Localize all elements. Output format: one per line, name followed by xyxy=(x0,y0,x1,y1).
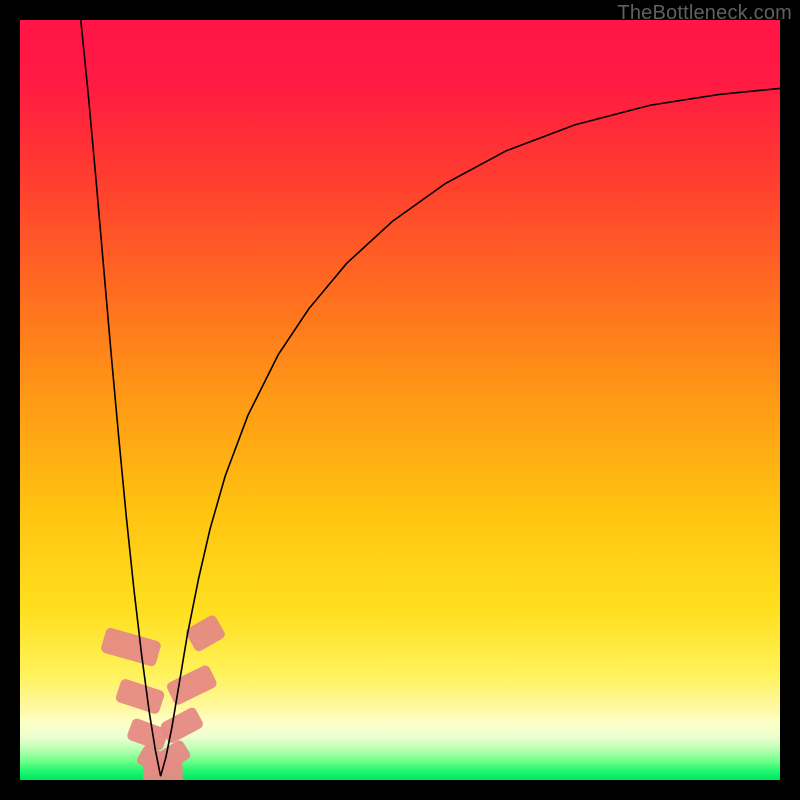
gradient-background xyxy=(20,20,780,780)
figure-root: TheBottleneck.com xyxy=(0,0,800,800)
chart-svg xyxy=(20,20,780,780)
